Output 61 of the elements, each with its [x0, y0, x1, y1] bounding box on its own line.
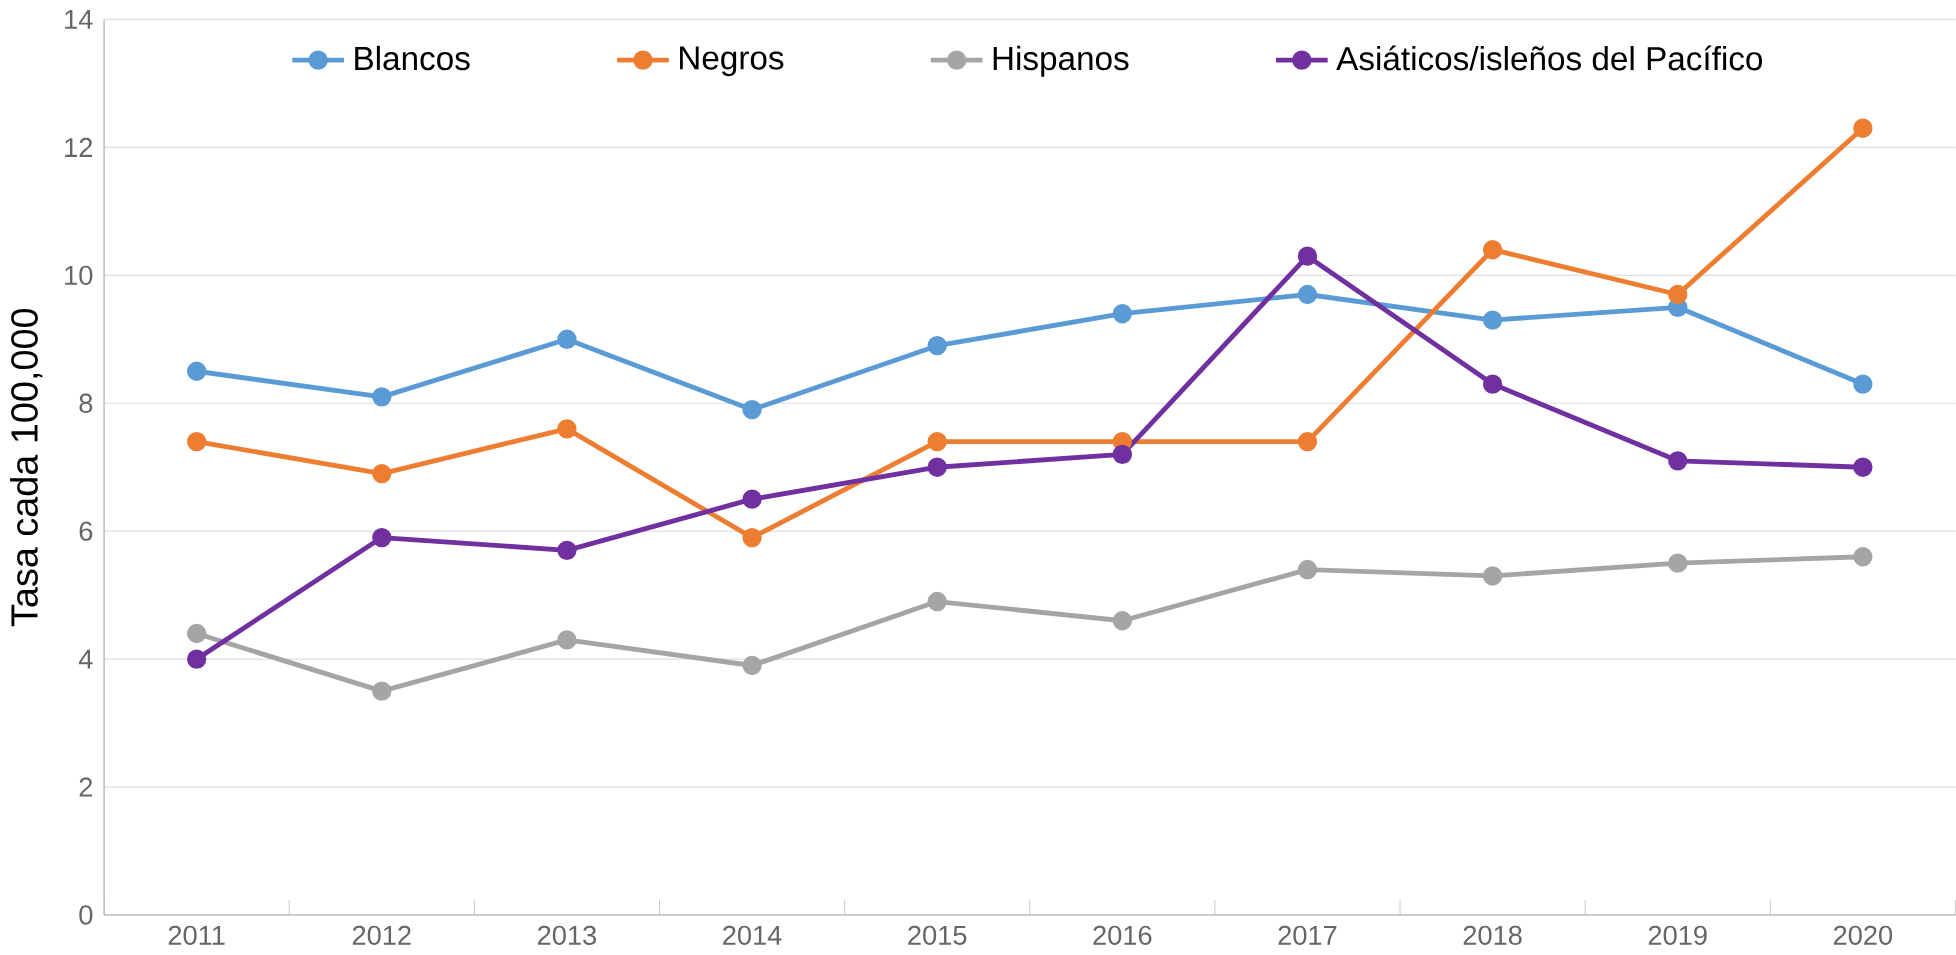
x-tick-label: 2016: [1093, 925, 1152, 945]
point: [927, 591, 947, 612]
legend-label: Blancos: [355, 45, 470, 71]
legend-label: Hispanos: [993, 45, 1129, 77]
x-tick-label: 2015: [908, 925, 967, 945]
point: [186, 623, 207, 644]
point: [1853, 118, 1873, 138]
point: [186, 361, 207, 381]
point: [742, 399, 762, 420]
point: [927, 431, 947, 452]
y-tick-label: 0: [79, 905, 93, 925]
legend-label: Asiáticos/isleños del Pacífico: [1336, 45, 1763, 71]
point: [186, 431, 207, 452]
y-tick-label: 14: [65, 10, 93, 29]
point: [927, 457, 947, 477]
x-tick-label: 2017: [1278, 925, 1337, 945]
point: [1853, 547, 1873, 567]
point: [1668, 451, 1688, 471]
point: [742, 489, 762, 509]
point: [1297, 246, 1318, 266]
point: [1112, 444, 1133, 465]
x-tick-label: 2019: [1648, 925, 1707, 945]
point: [927, 335, 947, 356]
point: [1297, 559, 1318, 580]
point: [1482, 240, 1503, 260]
y-tick-label: 10: [65, 265, 93, 285]
x-tick-label: 2020: [1833, 925, 1893, 945]
point: [1482, 374, 1503, 394]
point: [186, 649, 207, 669]
x-tick-label: 2013: [538, 925, 597, 945]
x-tick-label: 2011: [168, 925, 225, 945]
point: [1482, 310, 1503, 330]
point: [1668, 284, 1688, 305]
point: [557, 630, 577, 650]
point: [557, 419, 577, 439]
point: [1297, 284, 1318, 305]
y-tick-label: 6: [79, 521, 93, 541]
point: [742, 655, 762, 676]
point: [1112, 304, 1133, 324]
legend-label: Negros: [680, 46, 784, 77]
point: [742, 527, 762, 548]
point: [1112, 611, 1133, 631]
point: [372, 527, 392, 548]
y-tick-label: 12: [65, 137, 93, 157]
point: [557, 540, 577, 561]
x-tick-label: 2012: [352, 925, 411, 945]
point: [557, 329, 577, 349]
y-tick-label: 2: [79, 777, 93, 797]
point: [372, 463, 392, 484]
x-tick-label: 2018: [1463, 925, 1522, 945]
point: [1297, 431, 1318, 452]
point: [372, 681, 392, 701]
point: [372, 387, 392, 407]
y-axis-title: Tasa cada 100,000: [10, 308, 43, 627]
point: [1853, 374, 1873, 394]
x-tick-label: 2014: [723, 925, 782, 945]
y-tick-label: 4: [78, 649, 93, 669]
point: [1482, 566, 1503, 586]
point: [1668, 553, 1688, 573]
point: [1853, 457, 1873, 477]
y-tick-label: 8: [79, 393, 93, 413]
